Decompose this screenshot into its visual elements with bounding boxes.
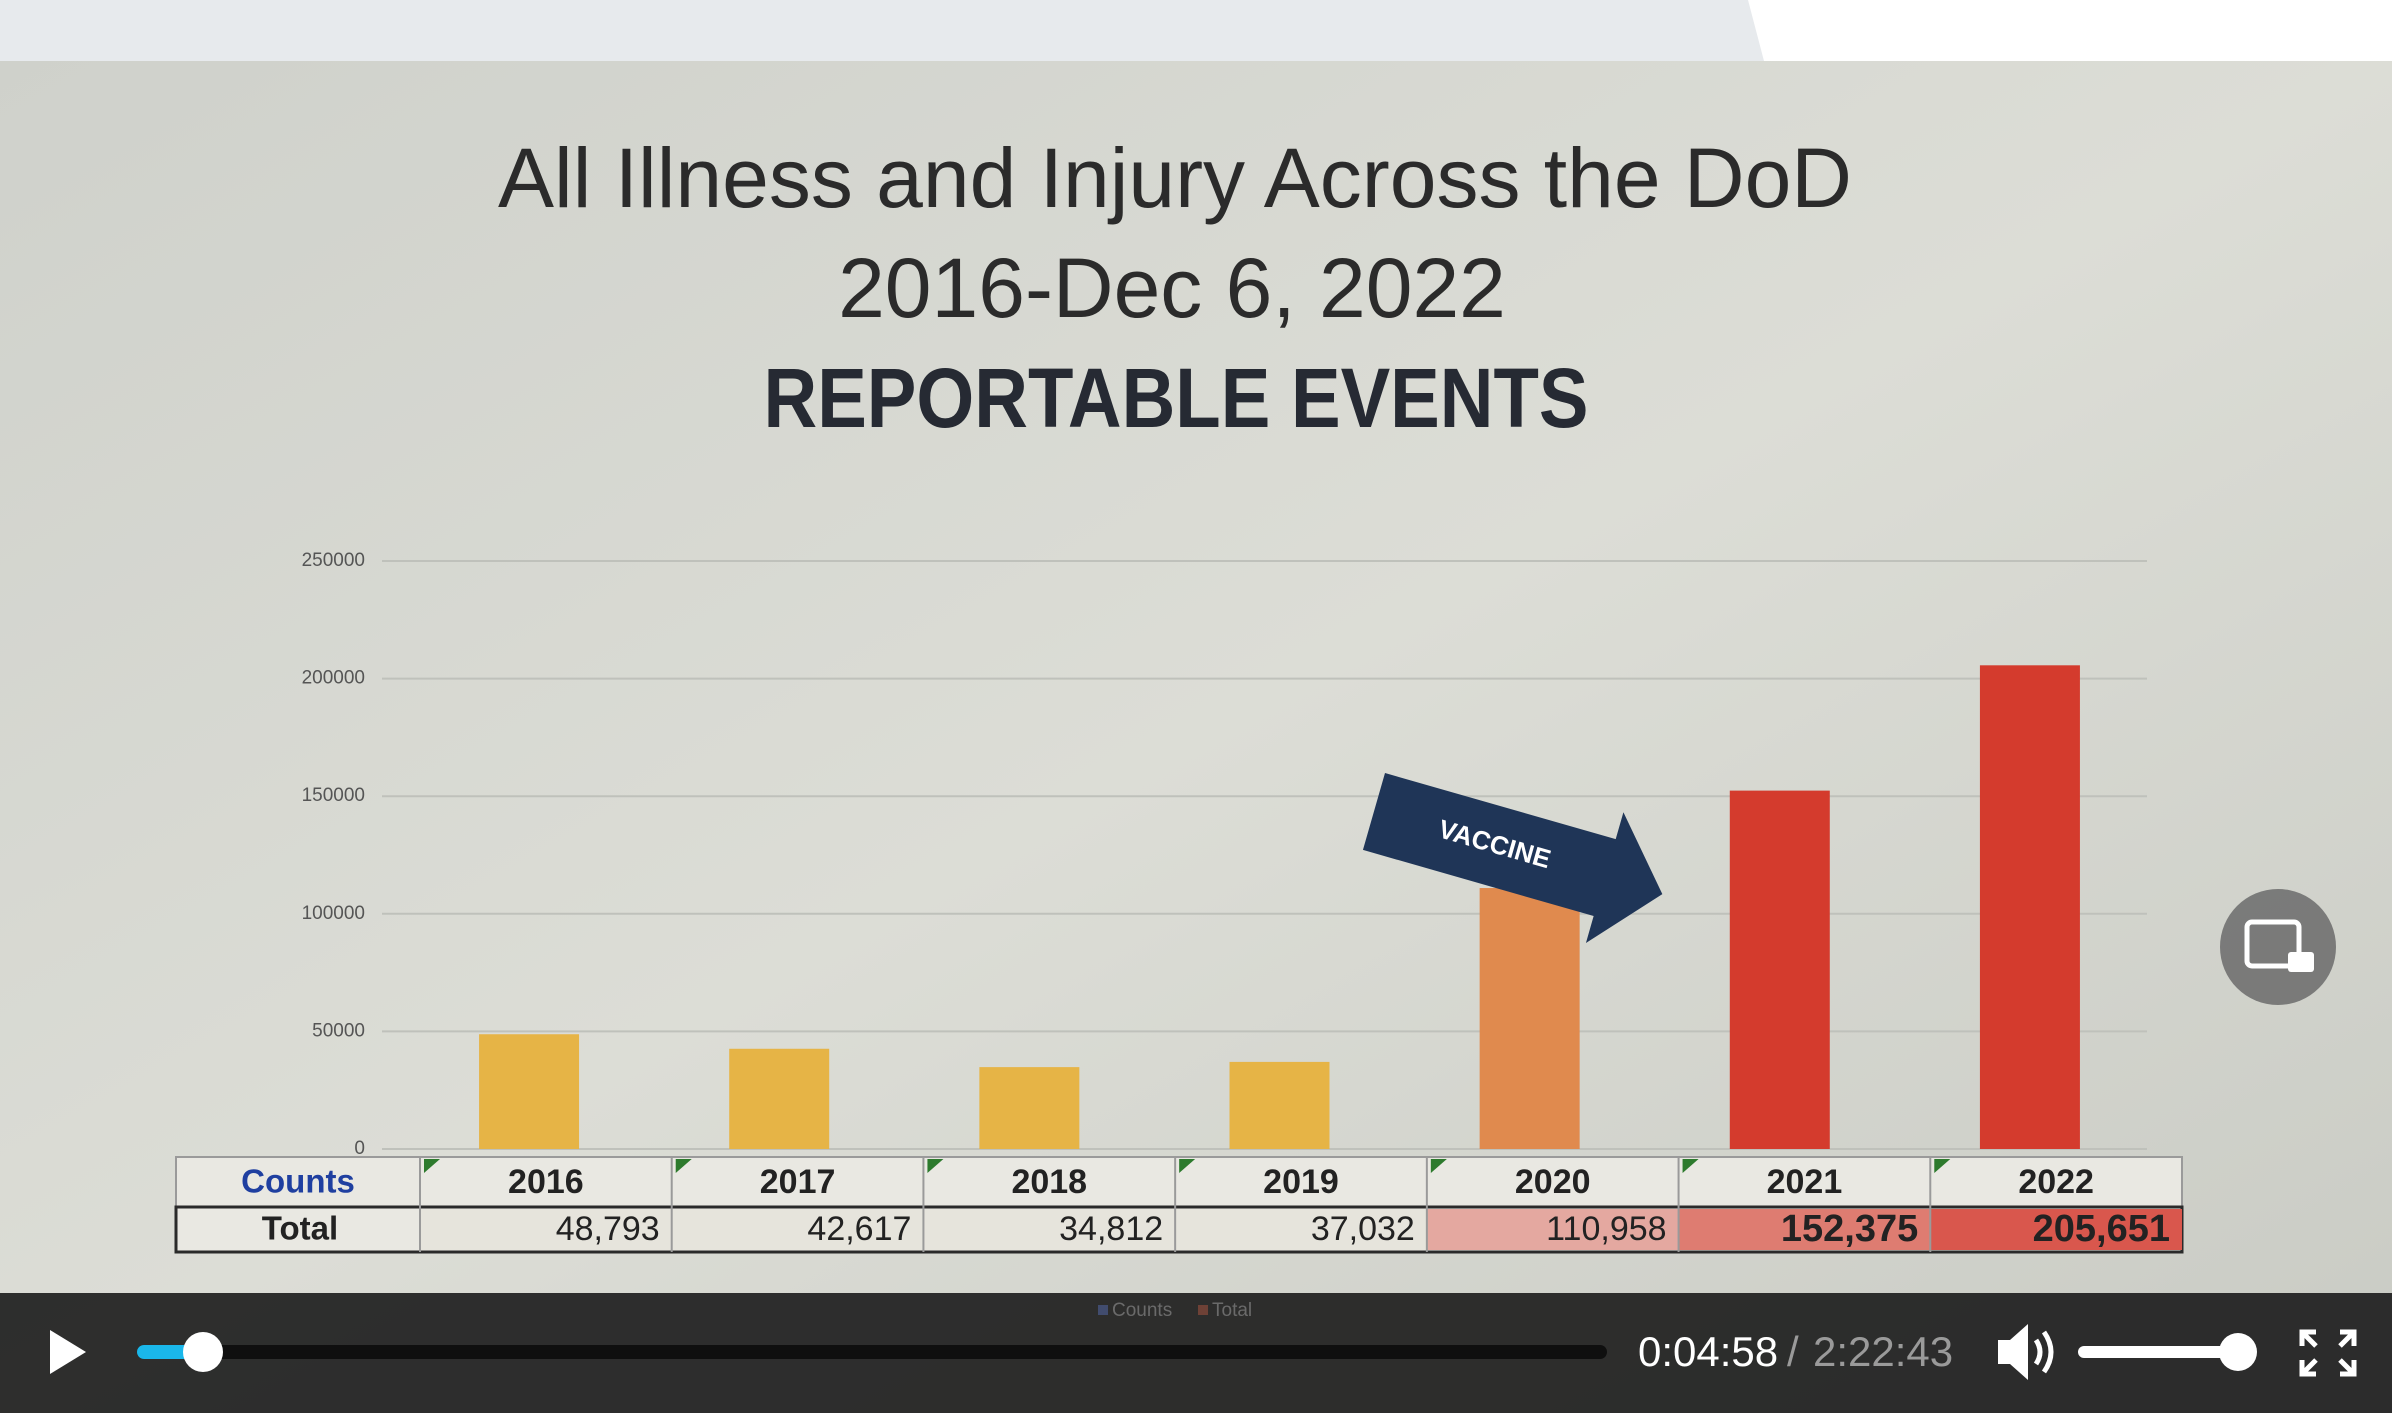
chart-heading: REPORTABLE EVENTS [764, 351, 1589, 445]
volume-icon [1998, 1324, 2028, 1380]
x-tick-label: 2021 [1767, 1163, 1843, 1201]
table-cell [1678, 1209, 1931, 1250]
pip-icon-inner [2288, 952, 2314, 972]
table-cell [923, 1209, 1176, 1250]
value-label: 42,617 [807, 1210, 911, 1248]
y-tick-label: 100000 [302, 903, 365, 924]
table-cell [420, 1209, 672, 1250]
play-button[interactable] [50, 1330, 86, 1374]
volume-knob[interactable] [2219, 1333, 2257, 1371]
cell-marker [927, 1159, 944, 1173]
cell-marker [675, 1159, 692, 1173]
duration: 2:22:43 [1813, 1328, 1953, 1375]
y-tick-label: 50000 [312, 1020, 365, 1041]
bar [1229, 1061, 1330, 1149]
x-tick-label: 2022 [2018, 1163, 2094, 1201]
cell-marker [1934, 1159, 1951, 1173]
value-label: 110,958 [1546, 1210, 1666, 1248]
cell-marker [1179, 1159, 1196, 1173]
value-label: 205,651 [2033, 1208, 2170, 1250]
value-label: 48,793 [556, 1210, 660, 1248]
pip-button[interactable] [2220, 889, 2336, 1005]
bar [729, 1048, 830, 1149]
fullscreen-button[interactable] [2299, 1329, 2357, 1377]
y-tick-label: 0 [354, 1138, 365, 1159]
x-tick-label: 2017 [760, 1163, 836, 1201]
current-time: 0:04:58 [1638, 1328, 1778, 1375]
bar [1729, 790, 1830, 1149]
x-tick-label: 2019 [1263, 1163, 1339, 1201]
bar [479, 1034, 580, 1149]
x-tick-label: 2020 [1515, 1163, 1591, 1201]
time-separator: / [1787, 1328, 1799, 1375]
table-cell [671, 1209, 924, 1250]
y-tick-label: 200000 [302, 668, 365, 689]
table-cell [1175, 1209, 1427, 1250]
cell-marker [1430, 1159, 1447, 1173]
chart-subtitle: 2016-Dec 6, 2022 [838, 241, 1506, 335]
progress-track[interactable] [137, 1345, 1607, 1359]
table-cell [1930, 1209, 2182, 1250]
value-label: 152,375 [1781, 1208, 1918, 1250]
cell-marker [1682, 1159, 1699, 1173]
y-tick-label: 150000 [302, 785, 365, 806]
x-tick-label: 2018 [1011, 1163, 1087, 1201]
data-table: Counts Total 2016 48,793 2017 42,617 2018 34,81… [174, 1156, 2184, 1254]
vaccine-arrow [1362, 773, 1663, 943]
x-tick-label: 2016 [508, 1163, 584, 1201]
legend: Counts Total [1098, 1300, 1252, 1321]
volume-track[interactable] [2078, 1346, 2238, 1358]
volume-button[interactable] [1998, 1324, 2054, 1380]
top-bar-white [1748, 0, 2394, 61]
cell-marker [424, 1159, 440, 1173]
legend-label: Counts [1112, 1300, 1172, 1321]
plot: 0 50000 100000 150000 200000 250000 [302, 550, 2147, 1159]
table-cell [1426, 1209, 1679, 1250]
chart-title: All Illness and Injury Across the DoD [498, 131, 1852, 225]
bar [1479, 888, 1580, 1149]
value-label: 34,812 [1059, 1210, 1163, 1248]
progress-knob[interactable] [183, 1332, 223, 1372]
legend-swatch [1098, 1305, 1108, 1315]
table-row-label: Total [262, 1210, 338, 1247]
vaccine-annotation: VACCINE [1362, 773, 1663, 943]
table-header-row [175, 1156, 2183, 1208]
pip-icon [2244, 919, 2302, 969]
legend-swatch [1198, 1305, 1208, 1315]
table-header: Counts [241, 1163, 355, 1200]
bar [979, 1067, 1080, 1149]
bar [1979, 665, 2080, 1149]
y-tick-label: 250000 [302, 550, 365, 571]
value-label: 37,032 [1311, 1210, 1415, 1248]
volume-waves [2033, 1330, 2054, 1374]
legend-label: Total [1212, 1300, 1252, 1321]
